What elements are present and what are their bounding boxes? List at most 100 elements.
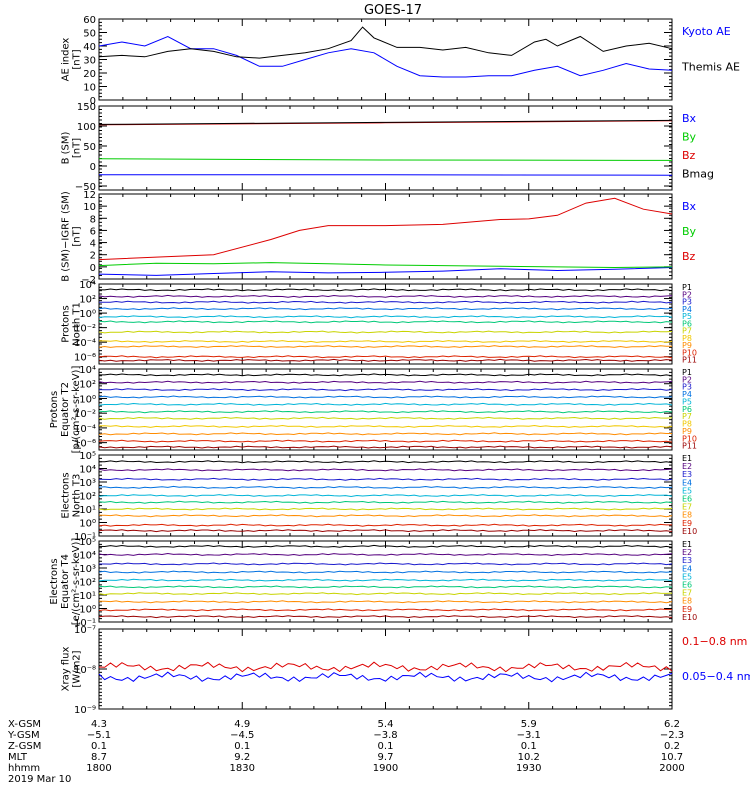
panel-frame [99,194,672,279]
y-axis-label: Equator T4 [60,554,71,609]
y-axis-label: Xray flux [61,647,72,692]
series-line [99,524,672,526]
legend-entry: E10 [682,613,697,622]
series-line [99,341,672,343]
y-tick-label: 12 [83,190,96,201]
y-axis-label: [e/(cm²-s-sr-keV)] [71,538,82,626]
y-tick-label: 50 [83,142,96,153]
y-axis-label: Protons [49,391,60,428]
series-line [99,508,672,510]
x-row-label: Y-GSM [7,730,40,741]
series-line [99,426,672,428]
series-line [99,501,672,503]
legend-entry: Bmag [682,168,714,181]
y-tick-label: 10⁴ [79,280,96,291]
x-row-value: 6.2 [664,719,680,730]
x-row-label: hhmm [8,763,40,774]
y-axis-label: [nT] [72,226,83,246]
x-row-value: 9.2 [234,752,250,763]
y-tick-label: 10⁻⁷ [74,625,96,636]
series-line [99,159,672,161]
x-row-value: 1930 [516,763,541,774]
series-line [99,586,672,588]
series-line [99,308,672,310]
y-tick-label: 150 [77,102,96,113]
series-line [99,403,672,405]
series-line [99,433,672,435]
y-axis-label: B (SM) [61,131,72,164]
series-line [99,440,672,442]
x-row-value: −3.8 [373,730,397,741]
y-tick-label: 10 [83,202,96,213]
legend-entry: E10 [682,527,697,536]
y-tick-label: 0 [90,162,96,173]
series-line [99,593,672,595]
y-tick-label: 4 [90,239,96,250]
legend-entry: By [682,131,697,144]
x-row-value: 0.1 [91,741,107,752]
series-line [99,478,672,480]
series-line [99,571,672,573]
x-row-value: 1800 [86,763,111,774]
legend-entry: Themis AE [681,61,740,74]
y-axis-label: [p/(cm²-s-sr-keV)] [71,366,82,454]
y-tick-label: 10⁻⁹ [74,705,96,716]
legend-entry: P11 [682,442,697,451]
series-line [99,601,672,603]
date-label: 2019 Mar 10 [8,774,71,785]
y-tick-label: 10 [83,83,96,94]
series-line [99,554,672,556]
y-tick-label: 10⁵ [79,451,96,462]
x-row-value: 4.9 [234,719,250,730]
x-row-value: 5.9 [521,719,537,730]
plot-title: GOES-17 [364,3,422,18]
series-line [99,515,672,517]
x-row-label: MLT [8,752,28,763]
y-tick-label: 100 [77,122,96,133]
series-line [99,495,672,497]
x-row-value: 10.2 [518,752,540,763]
series-line [99,563,672,565]
legend-entry: By [682,225,697,238]
x-row-value: 0.1 [234,741,250,752]
x-row-value: −5.1 [87,730,111,741]
x-row-value: 9.7 [378,752,394,763]
y-axis-label: [nT] [72,49,83,69]
x-row-value: 10.7 [661,752,683,763]
x-row-value: 2000 [659,763,684,774]
series-line [99,662,672,671]
y-axis-label: Protons [61,305,72,342]
series-line [99,198,672,259]
y-axis-label: [W/m2] [72,650,83,687]
y-tick-label: 8 [90,214,96,225]
y-axis-label: Electrons [49,558,60,604]
y-axis-label: B (SM)−IGRF (SM) [61,191,72,282]
x-row-value: −4.5 [230,730,254,741]
y-tick-label: 2 [90,251,96,262]
series-line [99,321,672,323]
x-row-value: 0.1 [521,741,537,752]
legend-entry: Bz [682,149,696,162]
y-axis-label: Equator T2 [60,382,71,437]
x-row-value: −3.1 [517,730,541,741]
x-row-value: 1830 [230,763,255,774]
series-line [99,579,672,581]
x-row-label: Z-GSM [8,741,41,752]
series-line [99,381,672,383]
y-tick-label: 30 [83,56,96,67]
series-line [99,295,672,297]
y-tick-label: 20 [83,69,96,80]
y-tick-label: 6 [90,226,96,237]
series-line [99,389,672,391]
x-row-value: 8.7 [91,752,107,763]
series-line [99,417,672,419]
series-line [99,27,672,58]
series-line [99,486,672,488]
legend-entry: Bz [682,250,696,263]
legend-entry: 0.05−0.4 nm [682,670,750,683]
legend-entry: 0.1−0.8 nm [682,635,747,648]
legend-entry: Bx [682,200,697,213]
x-row-value: 0.2 [664,741,680,752]
